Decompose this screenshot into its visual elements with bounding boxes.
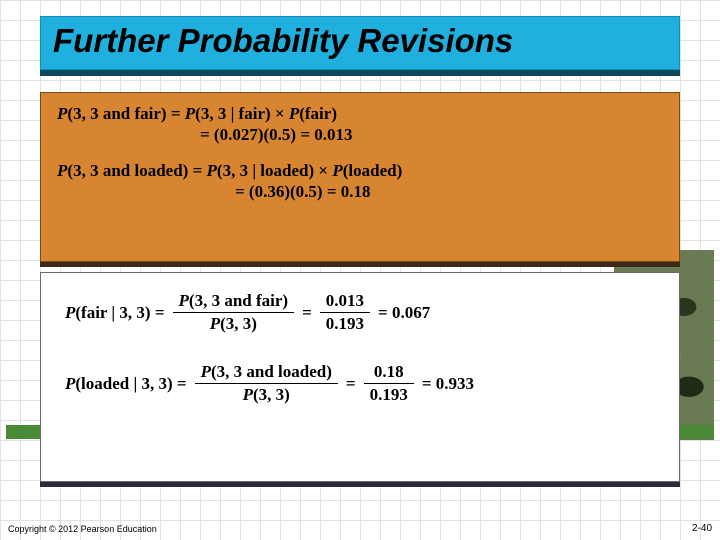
fair-result: = 0.067 xyxy=(378,303,430,323)
copyright-text: Copyright © 2012 Pearson Education xyxy=(8,524,157,534)
page-title: Further Probability Revisions xyxy=(53,22,667,60)
loaded-result: = 0.933 xyxy=(422,374,474,394)
eq-fair-posterior: P(fair | 3, 3) = P(3, 3 and fair) P(3, 3… xyxy=(53,291,667,334)
fair-denominator: 0.193 xyxy=(320,314,370,334)
loaded-numerator: 0.18 xyxy=(368,362,410,382)
eq-fair-joint-calc: = (0.027)(0.5) = 0.013 xyxy=(57,124,663,145)
eq-fair-joint: P(3, 3 and fair) = P(3, 3 | fair) × P(fa… xyxy=(57,103,663,124)
fair-numerator: 0.013 xyxy=(320,291,370,311)
eq-loaded-posterior: P(loaded | 3, 3) = P(3, 3 and loaded) P(… xyxy=(53,362,667,405)
loaded-denominator: 0.193 xyxy=(364,385,414,405)
page-number: 2-40 xyxy=(692,523,712,534)
posterior-probability-box: P(fair | 3, 3) = P(3, 3 and fair) P(3, 3… xyxy=(40,272,680,482)
joint-probability-box: P(3, 3 and fair) = P(3, 3 | fair) × P(fa… xyxy=(40,92,680,262)
title-bar: Further Probability Revisions xyxy=(40,16,680,70)
eq-loaded-joint-calc: = (0.36)(0.5) = 0.18 xyxy=(57,181,663,202)
eq-loaded-joint: P(3, 3 and loaded) = P(3, 3 | loaded) × … xyxy=(57,160,663,181)
